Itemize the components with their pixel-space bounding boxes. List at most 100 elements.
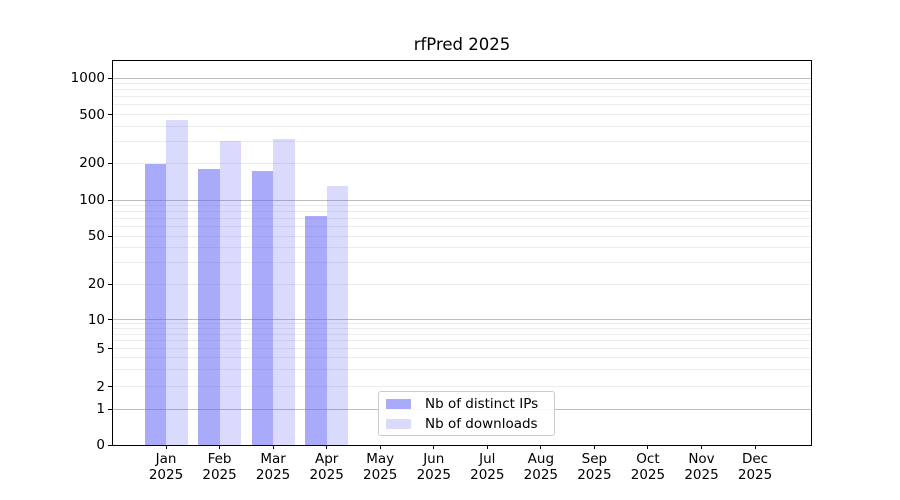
minor-gridline (113, 328, 811, 330)
x-tick-month: Mar (260, 451, 286, 467)
x-tick-label: Oct 2025 (608, 451, 688, 483)
bar-downloads (326, 185, 349, 445)
bar-distinct-ips (144, 163, 166, 445)
x-tick-label: Nov 2025 (662, 451, 742, 483)
minor-gridline (113, 96, 811, 98)
y-tick-label: 2 (96, 378, 105, 395)
x-tick-label: Sep 2025 (554, 451, 634, 483)
x-tick-month: Apr (314, 451, 339, 467)
x-tick-month: Dec (741, 451, 769, 467)
y-tick (108, 77, 112, 79)
x-tick (647, 445, 649, 449)
minor-gridline (113, 83, 811, 85)
y-tick (108, 319, 112, 320)
y-tick-label: 50 (87, 228, 105, 244)
legend-swatch-distinct-ips (386, 398, 411, 409)
bar-downloads (166, 120, 188, 445)
bar-downloads (219, 140, 242, 445)
minor-gridline (113, 226, 811, 228)
y-tick-label: 5 (96, 340, 105, 357)
bar-distinct-ips (251, 170, 274, 445)
x-tick-label: Jul 2025 (447, 451, 527, 483)
minor-gridline (113, 357, 811, 359)
minor-gridline (113, 348, 811, 349)
y-tick-label: 20 (87, 276, 105, 292)
minor-gridline (113, 247, 811, 249)
x-tick-label: May 2025 (340, 451, 420, 483)
x-tick-month: Aug (527, 451, 555, 467)
minor-gridline (113, 125, 811, 127)
minor-gridline (113, 104, 811, 106)
x-tick-year: 2025 (523, 466, 559, 483)
legend-label-distinct-ips: Nb of distinct IPs (425, 395, 539, 412)
x-tick-label: Dec 2025 (715, 451, 795, 483)
x-tick-month: May (366, 451, 395, 467)
x-tick-year: 2025 (684, 466, 719, 483)
x-tick-year: 2025 (309, 466, 344, 483)
major-gridline (113, 319, 811, 320)
x-tick-label: Aug 2025 (501, 451, 581, 483)
bar-distinct-ips (305, 216, 327, 445)
minor-gridline (113, 386, 811, 387)
minor-gridline (113, 114, 811, 115)
minor-gridline (113, 89, 811, 91)
minor-gridline (113, 211, 811, 213)
x-tick-month: Oct (636, 451, 660, 467)
x-tick-month: Jun (423, 451, 445, 467)
y-tick (108, 114, 112, 115)
x-tick-year: 2025 (148, 466, 184, 483)
x-tick-label: Jan 2025 (126, 451, 206, 483)
minor-gridline (113, 333, 811, 335)
minor-gridline (113, 340, 811, 342)
x-tick-year: 2025 (470, 466, 505, 483)
x-tick-year: 2025 (577, 466, 612, 483)
x-tick-month: Sep (581, 451, 608, 467)
bar-layer (113, 61, 811, 445)
legend-swatch-downloads (386, 418, 411, 429)
x-tick-year: 2025 (630, 466, 666, 483)
x-tick-year: 2025 (416, 466, 451, 483)
x-tick-year: 2025 (363, 466, 398, 483)
x-tick (701, 445, 702, 449)
chart-title: rfPred 2025 (413, 35, 511, 54)
minor-gridline (113, 235, 811, 237)
x-tick-label: Apr 2025 (287, 451, 367, 483)
plot-area: 0 1 2 5 10 20 50 100 200 500 1000 Jan 2025 Feb 2025 Mar… (71, 60, 812, 482)
x-tick (433, 445, 435, 449)
y-tick-label: 10 (87, 311, 105, 328)
legend-row-downloads: Nb of downloads (386, 416, 547, 432)
bar-downloads (273, 139, 295, 445)
minor-gridline (113, 218, 811, 220)
axis-layer: 0 1 2 5 10 20 50 100 200 500 1000 Jan 2025 Feb 2025 Mar… (71, 61, 811, 482)
y-tick-label: 0 (96, 437, 105, 453)
legend: Nb of distinct IPs Nb of downloads (378, 391, 555, 436)
y-tick (108, 283, 112, 285)
y-tick (108, 348, 112, 349)
minor-gridline (113, 283, 811, 285)
x-tick (165, 445, 167, 449)
legend-row-distinct-ips: Nb of distinct IPs (386, 396, 547, 412)
x-tick-year: 2025 (737, 466, 773, 483)
x-tick (272, 445, 274, 449)
x-tick-label: Mar 2025 (233, 451, 313, 483)
y-tick (108, 408, 112, 410)
x-tick-label: Feb 2025 (180, 451, 260, 483)
minor-gridline (113, 323, 811, 325)
x-tick (326, 445, 328, 449)
major-gridline (113, 77, 811, 79)
minor-gridline (113, 262, 811, 264)
y-tick-label: 200 (79, 155, 105, 171)
y-tick-label: 500 (79, 106, 105, 123)
x-tick-year: 2025 (202, 466, 237, 483)
legend-label-downloads: Nb of downloads (425, 415, 538, 432)
x-tick-month: Jul (479, 451, 496, 467)
y-tick (108, 444, 112, 446)
x-tick-month: Feb (207, 451, 232, 467)
y-tick (108, 235, 112, 237)
x-tick (219, 445, 221, 449)
x-tick-month: Nov (688, 451, 715, 467)
x-tick (379, 445, 381, 449)
minor-gridline (113, 141, 811, 143)
x-tick-label: Jun 2025 (394, 451, 474, 483)
